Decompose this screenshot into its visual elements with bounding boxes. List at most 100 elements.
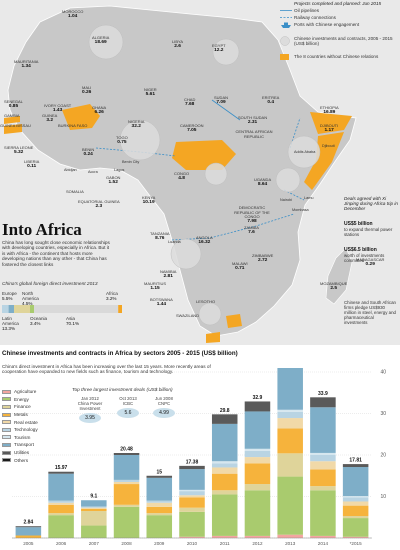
bar-segment [48, 504, 74, 514]
country-value: 16.32 [198, 239, 211, 245]
deal-item: Chinese and South African firms pledge U… [344, 300, 398, 325]
legend-text: Real estate [14, 419, 38, 425]
bar-segment [113, 481, 140, 485]
city-label: Benin City [122, 160, 140, 164]
ship-icon [281, 22, 291, 28]
bar-segment [244, 535, 271, 538]
legend-text: Tourism [14, 434, 31, 440]
country-label: IVORY COAST 1.43 [44, 103, 72, 113]
country-name: ZAMBIA [244, 225, 259, 230]
bar-total-label: 33.9 [318, 391, 328, 397]
y-tick-label: 40 [380, 370, 386, 376]
africa-map [0, 0, 400, 345]
country-name: UGANDA [254, 177, 272, 182]
country-label: NAMIBIA 2.81 [160, 269, 176, 279]
bar-segment [310, 407, 336, 453]
country-value: 1.17 [324, 127, 334, 133]
bar-segment [244, 457, 271, 464]
fdi-asia: Asia 70.1% [66, 316, 79, 326]
circle-icon [280, 36, 290, 46]
x-tick-label: 2006 [56, 541, 67, 546]
country-label: MAURITIUS 1.15 [144, 281, 166, 291]
country-label: KENYA 10.19 [142, 195, 155, 205]
country-label: DJIBOUTI 1.17 [320, 123, 338, 133]
bar-segment [146, 502, 173, 507]
x-tick-label: 2010 [187, 541, 198, 546]
fdi-region-name: Africa [106, 291, 118, 296]
country-name: SOUTH SUDAN [238, 115, 268, 120]
legend-label: Chinese investments and contracts, 2005 … [294, 36, 393, 47]
top3-date: Jun 2008 [155, 396, 173, 401]
bar-segment [48, 500, 74, 503]
bar-segment [244, 401, 271, 412]
legend-text: Finance [14, 404, 31, 410]
chart-legend-item: Energy [2, 396, 38, 404]
city-label: Lagos [114, 168, 125, 172]
country-value: 0.29 [365, 261, 375, 267]
legend-text: Agriculture [14, 389, 37, 395]
country-value: 10.19 [142, 199, 155, 205]
country-name: NIGERIA [128, 119, 145, 124]
bar-segment [113, 504, 140, 507]
y-tick-label: 20 [380, 453, 386, 459]
bar-segment [211, 535, 238, 538]
country-value: 12.2 [214, 47, 224, 53]
country-value: 7.68 [185, 101, 195, 107]
country-value: 3.2 [46, 117, 53, 123]
bar-segment [81, 506, 107, 508]
country-label: GABON 1.52 [106, 175, 120, 185]
country-label: CONGO 4.8 [174, 171, 189, 181]
fdi-title: China's global foreign direct investment… [2, 282, 98, 287]
legend-text: Technology [14, 427, 38, 433]
bar-segment [342, 518, 369, 537]
somaliland-region [310, 112, 352, 134]
x-tick-label: 2012 [252, 541, 263, 546]
country-name: EQUATORIAL GUINEA [78, 199, 120, 204]
city-label: Djibouti [322, 144, 335, 148]
bar-total-label: 17.38 [186, 459, 199, 465]
legend-label: Ports with Chinese engagement [294, 22, 360, 27]
bar-segment [15, 526, 42, 528]
legend-swatch [2, 442, 11, 447]
country-label: BENIN 0.24 [82, 147, 94, 157]
fdi-bar [2, 305, 122, 313]
bar-segment [310, 469, 336, 487]
bar-segment [15, 527, 42, 536]
legend-label: The 8 countries without Chinese relation… [294, 54, 379, 59]
legend-swatch [2, 412, 11, 417]
country-value: 2.3 [95, 203, 103, 209]
city-label: Nairobi [280, 198, 293, 202]
madagascar-landmass [325, 247, 353, 305]
bar-segment [342, 536, 369, 538]
country-value: 1.43 [52, 107, 63, 113]
legend-text: Energy [14, 396, 29, 402]
bar-segment [310, 455, 336, 462]
country-name: BURKINA FASO [58, 123, 88, 128]
country-label: ERITREA 0.4 [262, 95, 279, 105]
country-value: 4.8 [178, 175, 185, 181]
bar-segment [179, 465, 205, 470]
deal-amount: US$6.5 billion [344, 247, 377, 253]
country-name: IVORY COAST [44, 103, 72, 108]
intro-text: China has long sought close economic rel… [2, 240, 110, 267]
country-label: MALAWI 0.71 [232, 261, 248, 271]
top3-title: Top three largest investment deals (US$ … [72, 388, 173, 393]
legend-ports: Ports with Chinese engagement [281, 22, 398, 28]
chart-legend-item: Finance [2, 403, 38, 411]
country-value: 6.26 [94, 109, 104, 115]
country-value: 1.34 [21, 63, 31, 69]
country-label: MADAGASCAR 0.29 [356, 257, 384, 267]
fdi-region-value: 4.5% [22, 301, 33, 306]
country-value: 0.4 [267, 99, 274, 105]
legend-label: Railway connections [294, 15, 336, 20]
country-value: 0.11 [27, 163, 37, 169]
bar-segment [244, 490, 271, 536]
bar-segment [277, 368, 303, 410]
bar-segment [113, 506, 140, 538]
country-label: SIERRA LEONE 5.32 [4, 145, 33, 155]
country-name: TOGO [116, 135, 128, 140]
burkina-faso-region [62, 104, 100, 130]
bar-total-label: 17.81 [349, 458, 362, 464]
bar-segment [146, 475, 173, 478]
bar-segment [48, 471, 74, 474]
